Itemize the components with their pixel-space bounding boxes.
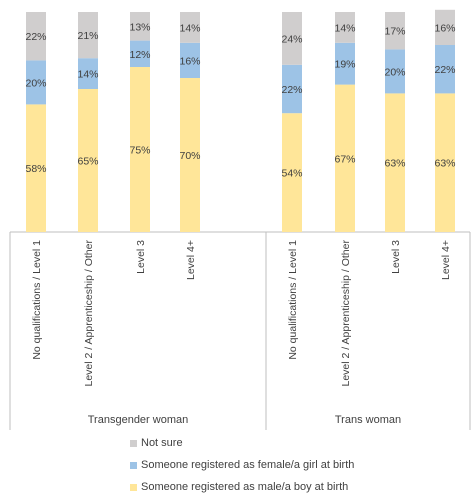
data-label-transgender-woman-0-someone-registered-as-male-a-boy-at-birth: 58% xyxy=(25,163,46,175)
tick-label-transgender-woman-2: Level 3 xyxy=(135,240,147,274)
bar-trans-woman-3-someone-registered-as-female-a-girl-at-birth xyxy=(435,45,455,94)
data-label-transgender-woman-1-someone-registered-as-male-a-boy-at-birth: 65% xyxy=(77,156,98,168)
data-label-transgender-woman-1-someone-registered-as-female-a-girl-at-birth: 14% xyxy=(77,69,98,81)
legend-swatch-male-at-birth xyxy=(130,483,137,491)
bar-transgender-woman-2-someone-registered-as-female-a-girl-at-birth xyxy=(130,40,150,67)
data-label-trans-woman-2-not-sure: 17% xyxy=(384,26,405,38)
data-label-transgender-woman-1-not-sure: 21% xyxy=(77,30,98,42)
legend-label-not-sure: Not sure xyxy=(141,437,183,449)
data-label-trans-woman-0-not-sure: 24% xyxy=(281,33,302,45)
data-label-transgender-woman-3-someone-registered-as-male-a-boy-at-birth: 70% xyxy=(179,150,200,162)
bar-trans-woman-1-someone-registered-as-female-a-girl-at-birth xyxy=(335,42,355,85)
group-label-transgender-woman: Transgender woman xyxy=(88,414,188,426)
bar-transgender-woman-1-someone-registered-as-male-a-boy-at-birth xyxy=(78,89,98,232)
data-label-trans-woman-1-not-sure: 14% xyxy=(334,22,355,34)
bar-transgender-woman-3-someone-registered-as-female-a-girl-at-birth xyxy=(180,42,200,78)
legend-swatch-female-at-birth xyxy=(130,461,137,469)
legend-swatch-not-sure xyxy=(130,439,137,447)
bar-trans-woman-2-someone-registered-as-male-a-boy-at-birth xyxy=(385,93,405,233)
data-label-transgender-woman-2-someone-registered-as-female-a-girl-at-birth: 12% xyxy=(129,49,150,61)
data-label-trans-woman-3-not-sure: 16% xyxy=(434,22,455,34)
tick-label-transgender-woman-0: No qualifications / Level 1 xyxy=(31,240,43,360)
legend: Not sure Someone registered as female/a … xyxy=(130,432,354,498)
group-label-trans-woman: Trans woman xyxy=(335,414,401,426)
bar-transgender-woman-1-not-sure xyxy=(78,12,98,59)
data-label-trans-woman-1-someone-registered-as-female-a-girl-at-birth: 19% xyxy=(334,59,355,71)
legend-label-male-at-birth: Someone registered as male/a boy at birt… xyxy=(141,481,349,493)
bar-trans-woman-1-someone-registered-as-male-a-boy-at-birth xyxy=(335,84,355,232)
bar-transgender-woman-0-someone-registered-as-female-a-girl-at-birth xyxy=(26,60,46,105)
data-label-trans-woman-0-someone-registered-as-male-a-boy-at-birth: 54% xyxy=(281,168,302,180)
tick-label-trans-woman-3: Level 4+ xyxy=(440,240,452,280)
bar-trans-woman-0-someone-registered-as-male-a-boy-at-birth xyxy=(282,113,302,232)
bar-trans-woman-3-someone-registered-as-male-a-boy-at-birth xyxy=(435,93,455,233)
data-label-transgender-woman-2-not-sure: 13% xyxy=(129,21,150,33)
stacked-bar-chart: 58% 20% 22% No qualifications / Level 1 65% 1… xyxy=(9,9,471,430)
bar-transgender-woman-3-someone-registered-as-male-a-boy-at-birth xyxy=(180,78,200,232)
bar-transgender-woman-0-not-sure xyxy=(26,12,46,61)
data-label-trans-woman-2-someone-registered-as-female-a-girl-at-birth: 20% xyxy=(384,66,405,78)
bar-trans-woman-1-not-sure xyxy=(335,12,355,43)
legend-item-male-at-birth: Someone registered as male/a boy at birt… xyxy=(130,476,354,498)
data-label-transgender-woman-0-someone-registered-as-female-a-girl-at-birth: 20% xyxy=(25,77,46,89)
bar-trans-woman-3-not-sure xyxy=(435,9,455,46)
data-label-trans-woman-2-someone-registered-as-male-a-boy-at-birth: 63% xyxy=(384,158,405,170)
bar-transgender-woman-2-someone-registered-as-male-a-boy-at-birth xyxy=(130,67,150,232)
data-label-trans-woman-0-someone-registered-as-female-a-girl-at-birth: 22% xyxy=(281,84,302,96)
data-label-trans-woman-1-someone-registered-as-male-a-boy-at-birth: 67% xyxy=(334,153,355,165)
bar-trans-woman-2-someone-registered-as-female-a-girl-at-birth xyxy=(385,49,405,94)
data-label-transgender-woman-3-not-sure: 14% xyxy=(179,22,200,34)
bar-trans-woman-0-someone-registered-as-female-a-girl-at-birth xyxy=(282,64,302,114)
data-label-transgender-woman-3-someone-registered-as-female-a-girl-at-birth: 16% xyxy=(179,55,200,67)
tick-label-transgender-woman-3: Level 4+ xyxy=(185,240,197,280)
tick-label-trans-woman-2: Level 3 xyxy=(390,240,402,274)
data-label-transgender-woman-2-someone-registered-as-male-a-boy-at-birth: 75% xyxy=(129,145,150,157)
legend-item-not-sure: Not sure xyxy=(130,432,354,454)
bar-transgender-woman-0-someone-registered-as-male-a-boy-at-birth xyxy=(26,104,46,232)
legend-item-female-at-birth: Someone registered as female/a girl at b… xyxy=(130,454,354,476)
data-label-trans-woman-3-someone-registered-as-male-a-boy-at-birth: 63% xyxy=(434,158,455,170)
tick-label-transgender-woman-1: Level 2 / Apprenticeship / Other xyxy=(83,240,95,387)
bar-trans-woman-0-not-sure xyxy=(282,12,302,65)
tick-label-trans-woman-1: Level 2 / Apprenticeship / Other xyxy=(340,240,352,387)
legend-label-female-at-birth: Someone registered as female/a girl at b… xyxy=(141,459,355,471)
bar-transgender-woman-2-not-sure xyxy=(130,12,150,41)
bar-transgender-woman-1-someone-registered-as-female-a-girl-at-birth xyxy=(78,58,98,89)
bar-trans-woman-2-not-sure xyxy=(385,12,405,50)
tick-label-trans-woman-0: No qualifications / Level 1 xyxy=(287,240,299,360)
data-label-trans-woman-3-someone-registered-as-female-a-girl-at-birth: 22% xyxy=(434,64,455,76)
bar-transgender-woman-3-not-sure xyxy=(180,12,200,43)
data-label-transgender-woman-0-not-sure: 22% xyxy=(25,31,46,43)
